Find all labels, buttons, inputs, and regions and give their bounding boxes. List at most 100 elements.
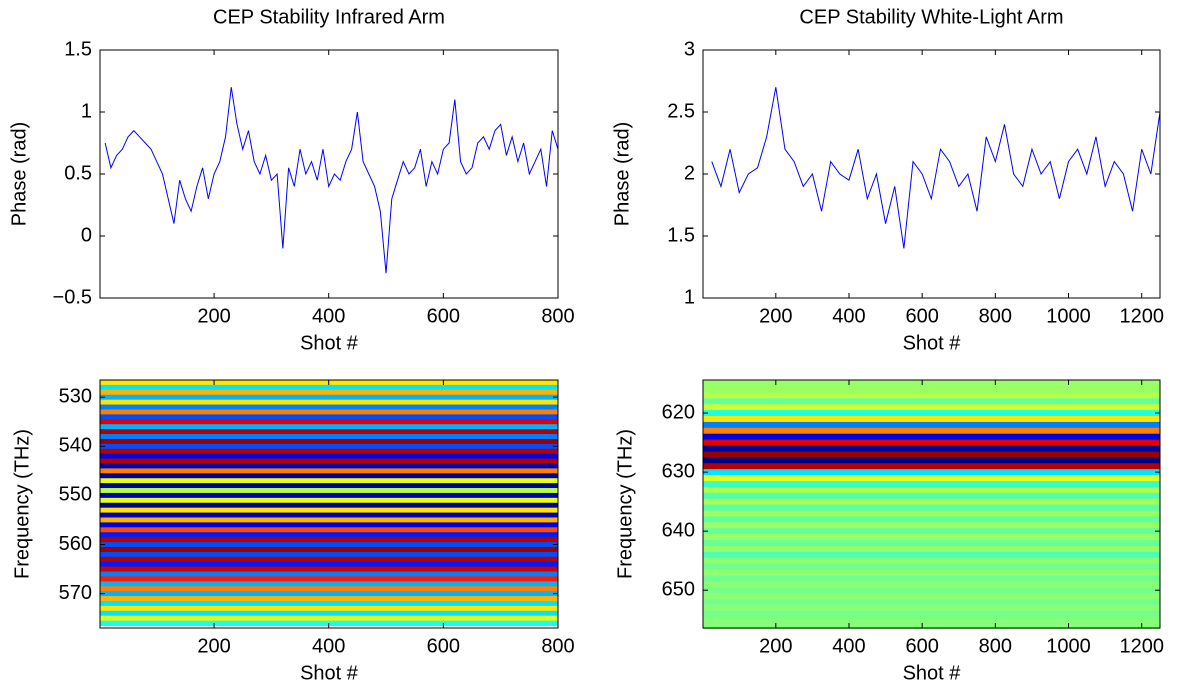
heatmap-row: [100, 537, 558, 543]
heatmap-row: [703, 622, 1160, 630]
heatmap-row: [100, 419, 558, 425]
heatmap-row: [100, 566, 558, 573]
heatmap-row: [703, 386, 1160, 393]
heatmap-row: [703, 439, 1160, 447]
x-tick-label: 600: [427, 635, 460, 657]
heatmap-row: [100, 478, 558, 484]
heatmap-row: [703, 451, 1160, 458]
heatmap-row: [100, 546, 558, 553]
heatmap-row: [100, 438, 558, 445]
x-tick-label: 200: [759, 635, 792, 657]
y-tick-label: 0: [81, 224, 92, 246]
axes-box: [702, 379, 1161, 629]
x-tick-label: 400: [832, 635, 865, 657]
y-tick-label: 630: [662, 460, 695, 482]
heatmap-row: [703, 445, 1160, 452]
heatmap-row: [703, 616, 1160, 624]
heatmap-row: [703, 380, 1160, 387]
heatmap-row: [703, 486, 1160, 494]
heatmap-row: [100, 434, 558, 440]
heatmap-row: [703, 604, 1160, 612]
x-tick-label: 1000: [1046, 635, 1091, 657]
heatmap-row: [100, 605, 558, 612]
heatmap-row: [703, 398, 1160, 405]
heatmap-row: [100, 615, 558, 622]
heatmap-row: [100, 409, 558, 415]
heatmap-row: [703, 492, 1160, 500]
heatmap-row: [100, 561, 558, 568]
x-tick-label: 400: [832, 305, 865, 327]
y-tick-label: 1: [684, 286, 695, 308]
heatmap-row: [703, 510, 1160, 517]
heatmap-row: [703, 599, 1160, 606]
x-tick-label: 1200: [1119, 635, 1164, 657]
plot-area: [100, 50, 558, 298]
heatmap-row: [703, 540, 1160, 547]
x-tick-label: 200: [197, 635, 230, 657]
heatmap-row: [100, 458, 558, 464]
heatmap-row: [100, 488, 558, 494]
x-tick-label: 600: [905, 305, 938, 327]
heatmap-row: [100, 468, 558, 474]
x-tick-label: 1200: [1119, 305, 1164, 327]
y-axis-label: Frequency (THz): [614, 429, 636, 579]
heatmap-row: [100, 576, 558, 582]
heatmap-row: [100, 502, 558, 509]
heatmap-row: [703, 463, 1160, 470]
heatmap-row: [100, 522, 558, 528]
x-tick-label: 400: [312, 635, 345, 657]
x-axis-label: Shot #: [903, 662, 962, 684]
chart-title: CEP Stability White-Light Arm: [799, 6, 1063, 28]
heatmap-row: [100, 384, 558, 391]
heatmap-row: [100, 591, 558, 597]
y-tick-label: 620: [662, 401, 695, 423]
x-tick-label: 1000: [1046, 305, 1091, 327]
heatmap-row: [703, 433, 1160, 441]
heatmap-row: [100, 586, 558, 592]
y-tick-label: 650: [662, 578, 695, 600]
heatmap-row: [703, 410, 1160, 417]
heatmap-row: [703, 404, 1160, 411]
x-tick-label: 800: [979, 305, 1012, 327]
y-tick-label: 1: [81, 100, 92, 122]
heatmap-row: [703, 392, 1160, 399]
heatmap-row: [703, 457, 1160, 464]
heatmap-row: [100, 389, 558, 396]
heatmap-row: [703, 528, 1160, 535]
heatmap-row: [100, 527, 558, 533]
heatmap-row: [100, 497, 558, 504]
heatmap-row: [100, 399, 558, 406]
y-tick-label: 2: [684, 162, 695, 184]
heatmap-row: [703, 427, 1160, 435]
heatmap-row: [703, 480, 1160, 488]
data-line: [711, 87, 1161, 249]
x-axis-label: Shot #: [300, 332, 359, 354]
x-axis-label: Shot #: [903, 332, 962, 354]
heatmap-row: [703, 575, 1160, 582]
y-tick-label: 560: [59, 533, 92, 555]
y-tick-label: 1.5: [64, 38, 92, 60]
heatmap-row: [703, 610, 1160, 618]
x-tick-label: 200: [759, 305, 792, 327]
heatmap-row: [703, 534, 1160, 541]
heatmap-row: [703, 504, 1160, 511]
heatmap-row: [100, 507, 558, 514]
y-tick-label: 0.5: [64, 162, 92, 184]
heatmap-row: [703, 416, 1160, 423]
x-tick-label: 800: [979, 635, 1012, 657]
heatmap-row: [703, 516, 1160, 523]
heatmap-row: [703, 421, 1160, 429]
heatmap-row: [703, 469, 1160, 476]
x-tick-label: 400: [312, 305, 345, 327]
x-tick-label: 800: [541, 635, 574, 657]
heatmap-row: [100, 512, 558, 519]
heatmap-row: [703, 569, 1160, 576]
heatmap-row: [100, 556, 558, 563]
heatmap-row: [100, 532, 558, 538]
plot-area: [703, 50, 1160, 298]
heatmap-row: [100, 394, 558, 401]
y-axis-label: Phase (rad): [8, 122, 30, 227]
heatmap-row: [100, 492, 558, 499]
heatmap-row: [100, 581, 558, 587]
y-tick-label: 1.5: [667, 224, 695, 246]
